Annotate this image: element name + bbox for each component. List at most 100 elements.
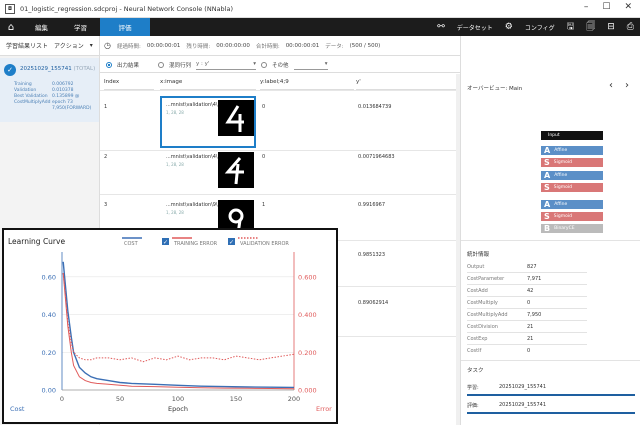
stat-value: 0 (527, 300, 531, 306)
chart-title: Learning Curve (8, 237, 65, 246)
legend-label: VALIDATION ERROR (240, 241, 289, 247)
task-progress-bar (467, 412, 635, 414)
network-block[interactable]: S Sigmoid (541, 158, 603, 167)
network-block[interactable]: B BinaryCE (541, 224, 603, 233)
matrix-select[interactable]: y : y' ▾ (196, 60, 257, 70)
y-tick-label-left: 0.20 (42, 349, 56, 357)
y-tick-label-left: 0.00 (42, 387, 56, 395)
network-block[interactable]: Input (541, 131, 603, 140)
confusion-radio[interactable] (158, 61, 165, 68)
briefcase-icon[interactable]: ⊟ (607, 22, 615, 32)
window-title: 01_logistic_regression.sdcproj - Neural … (20, 4, 234, 13)
dataset-icon[interactable]: ⚯ (437, 22, 445, 32)
series-line-training-error (62, 273, 295, 390)
stat-key: CostMultiplyAdd (14, 100, 51, 105)
divider (100, 90, 456, 91)
divider (467, 344, 587, 345)
tab-evaluation[interactable]: 評価 (100, 18, 150, 36)
stat-key: CostIf (467, 348, 482, 354)
total-label: 合計時間: (255, 43, 280, 50)
table-scrollbar[interactable] (456, 74, 460, 425)
tab-edit[interactable]: 編集 (35, 24, 48, 32)
check-icon: ✓ (163, 239, 168, 246)
stat-key: CostDivision (467, 324, 498, 330)
divider (100, 194, 456, 195)
save-as-icon[interactable]: 🗐 (586, 22, 596, 32)
stat-value: 0 (527, 348, 531, 354)
stats-title: 統計情報 (467, 252, 490, 258)
row-index: 3 (104, 202, 108, 208)
stat-value: 0.006792 (52, 82, 74, 87)
series-line-cost (62, 261, 295, 389)
y-tick-label-right: 0.600 (298, 273, 317, 281)
elapsed-value: 00:00:00:01 (146, 42, 181, 49)
divider (467, 332, 587, 333)
file-name: ...mnist\validation\4\6.png (166, 154, 232, 160)
chevron-left-icon[interactable]: ‹ (609, 80, 613, 91)
x-tick-label: 100 (172, 395, 184, 403)
divider (467, 308, 587, 309)
network-block[interactable]: A Affine (541, 146, 603, 155)
prediction-value: 0.9851323 (358, 252, 386, 258)
save-icon[interactable]: 🖫 (566, 22, 575, 32)
network-block[interactable]: A Affine (541, 171, 603, 180)
print-icon[interactable]: ⎙ (626, 22, 634, 32)
dataset-link[interactable]: データセット (456, 24, 493, 32)
home-icon[interactable]: ⌂ (7, 21, 15, 33)
file-name: ...mnist\validation\9\7.png (166, 202, 232, 208)
y-tick-label-right: 0.200 (298, 349, 317, 357)
network-block[interactable]: S Sigmoid (541, 212, 603, 221)
divider (467, 272, 587, 273)
stat-value: 0.010378 (52, 88, 74, 93)
config-link[interactable]: コンフィグ (524, 24, 555, 32)
action-menu[interactable]: アクション (54, 43, 84, 50)
stat-value: 7,950(FORWARD) (52, 106, 92, 111)
task-value[interactable]: 20251029_155741 (499, 384, 547, 390)
job-name: 20251029_155741 (TOTAL) (20, 66, 96, 72)
digit-image[interactable] (218, 100, 254, 136)
output-radio[interactable] (106, 61, 112, 68)
x-tick-label: 0 (60, 395, 64, 403)
legend-checkbox (228, 238, 235, 245)
other-radio-label: その他 (272, 62, 289, 69)
stat-key: Validation (14, 88, 37, 93)
column-header[interactable]: y' (356, 74, 456, 90)
column-header[interactable]: x:image (160, 74, 256, 90)
stat-value: 7,950 (527, 312, 542, 318)
menu-bar: ⌂ 編集 学習 評価 ⚯ データセット ⚙ コンフィグ 🖫 🗐 ⊟ ⎙ (0, 18, 640, 36)
tab-training[interactable]: 学習 (74, 24, 87, 32)
chevron-right-icon[interactable]: › (625, 80, 629, 91)
stat-value: 7,971 (527, 276, 542, 282)
close-button[interactable]: ✕ (624, 2, 632, 12)
data-value: (500 / 500) (349, 42, 381, 49)
task-value[interactable]: 20251029_155741 (499, 402, 547, 408)
minimize-button[interactable]: – (583, 2, 589, 12)
row-index: 2 (104, 154, 108, 160)
overview-title: オーバービュー: Main (467, 86, 523, 92)
column-header[interactable]: y:label;4;9 (260, 74, 354, 90)
series-line-validation-error (62, 273, 295, 363)
divider (467, 284, 587, 285)
chevron-down-icon[interactable]: ▾ (89, 42, 93, 49)
other-select[interactable]: ▾ (293, 60, 328, 70)
stat-key: CostParameter (467, 276, 505, 282)
stat-value: 21 (527, 324, 534, 330)
selected-cell[interactable] (160, 96, 256, 148)
maximize-button[interactable]: ☐ (602, 2, 611, 12)
y-tick-label-right: 0.000 (298, 387, 317, 395)
network-block[interactable]: S Sigmoid (541, 183, 603, 192)
network-block[interactable]: A Affine (541, 200, 603, 209)
stat-value: 0.135899 @ (52, 94, 80, 99)
stat-key: Output (467, 264, 485, 270)
stat-value: 827 (527, 264, 537, 270)
digit-image[interactable] (218, 152, 254, 188)
other-radio[interactable] (261, 61, 268, 68)
clock-icon: ◷ (104, 41, 111, 50)
divider (461, 360, 640, 361)
gear-icon[interactable]: ⚙ (504, 22, 513, 32)
task-key: 評価: (467, 403, 479, 409)
result-card[interactable]: ✓ 20251029_155741 (TOTAL) Training 0.006… (0, 58, 99, 122)
data-label: データ: (325, 43, 344, 50)
column-header[interactable]: Index (104, 74, 154, 90)
